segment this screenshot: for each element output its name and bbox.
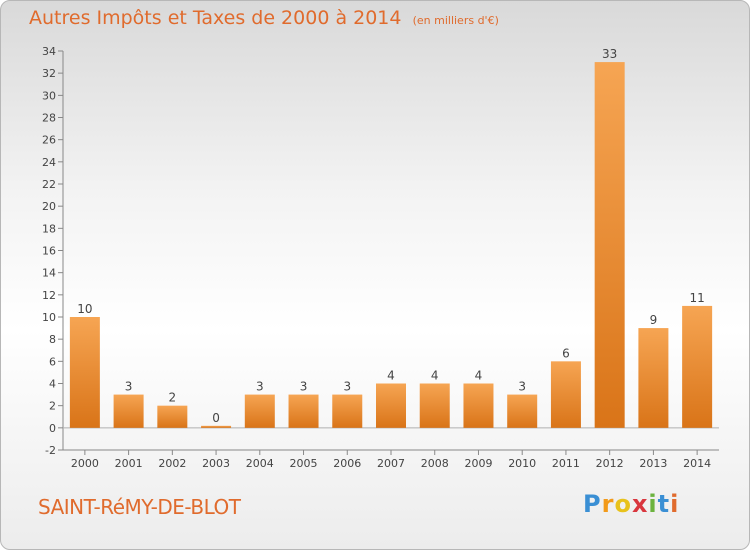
x-tick-label: 2005 [290,457,318,470]
bar [463,383,494,428]
bar [201,425,232,428]
chart-bars [69,62,713,428]
chart-unit: (en milliers d'€) [412,14,499,27]
data-label: 3 [343,380,351,394]
proxiti-logo: Proxiti [583,490,679,518]
y-tick-label: 10 [42,311,56,324]
bar [638,328,669,428]
chart-title: Autres Impôts et Taxes de 2000 à 2014 [29,7,402,29]
data-label: 9 [650,313,658,327]
x-tick-label: 2006 [333,457,361,470]
data-label: 33 [602,47,617,61]
x-tick-label: 2002 [158,457,186,470]
data-label: 11 [689,291,704,305]
bar [594,62,625,428]
x-tick-label: 2009 [464,457,492,470]
x-tick-label: 2014 [683,457,711,470]
y-tick-label: 2 [49,400,56,413]
bar [69,317,100,428]
x-tick-label: 2010 [508,457,536,470]
data-label: 3 [256,380,264,394]
x-tick-label: 2004 [246,457,274,470]
bar [157,405,188,428]
bar [288,394,319,428]
y-tick-label: 4 [49,378,56,391]
data-label: 0 [212,411,220,425]
x-tick-label: 2000 [71,457,99,470]
bar [550,361,581,428]
y-tick-label: 30 [42,89,56,102]
logo-letter: x [631,490,649,518]
bar [376,383,406,428]
logo-letter: r [601,490,615,518]
logo-letter: i [648,490,658,518]
y-tick-label: 8 [49,333,56,346]
y-tick-label: 34 [42,45,56,58]
y-tick-label: 6 [49,355,56,368]
data-label: 3 [300,380,308,394]
y-tick-label: 14 [42,267,56,280]
x-tick-label: 2011 [552,457,580,470]
y-tick-label: 20 [42,200,56,213]
data-label: 3 [125,380,133,394]
data-label: 10 [77,302,92,316]
x-tick-label: 2008 [421,457,449,470]
chart-labels: 2000 10 2001 3 2002 2 2003 0 2004 3 2005 3 2006 3 2007… [71,47,711,470]
chart-header: Autres Impôts et Taxes de 2000 à 2014 (e… [29,7,499,29]
data-label: 4 [431,369,439,383]
bar [682,305,713,428]
data-label: 6 [562,346,570,360]
y-tick-label: -2 [45,444,56,457]
logo-letter: P [583,490,602,518]
data-label: 2 [169,391,177,405]
y-tick-label: 16 [42,245,56,258]
y-tick-label: 24 [42,156,56,169]
data-label: 4 [387,369,395,383]
y-tick-label: 0 [49,422,56,435]
x-tick-label: 2012 [596,457,624,470]
bar [507,394,538,428]
y-tick-label: 22 [42,178,56,191]
bar [419,383,450,428]
y-tick-label: 12 [42,289,56,302]
bar [113,394,144,428]
data-label: 4 [475,369,483,383]
y-tick-label: 28 [42,112,56,125]
commune-name: SAINT-RéMY-DE-BLOT [38,495,241,519]
x-tick-label: 2007 [377,457,405,470]
x-tick-label: 2013 [639,457,667,470]
y-tick-label: 32 [42,67,56,80]
data-label: 3 [518,380,526,394]
bar [332,394,363,428]
logo-letter: i [670,490,680,518]
x-tick-label: 2001 [115,457,143,470]
logo-letter: t [657,490,671,518]
x-tick-label: 2003 [202,457,230,470]
y-tick-label: 26 [42,134,56,147]
y-tick-label: 18 [42,222,56,235]
logo-letter: o [614,490,632,518]
bar [244,394,275,428]
